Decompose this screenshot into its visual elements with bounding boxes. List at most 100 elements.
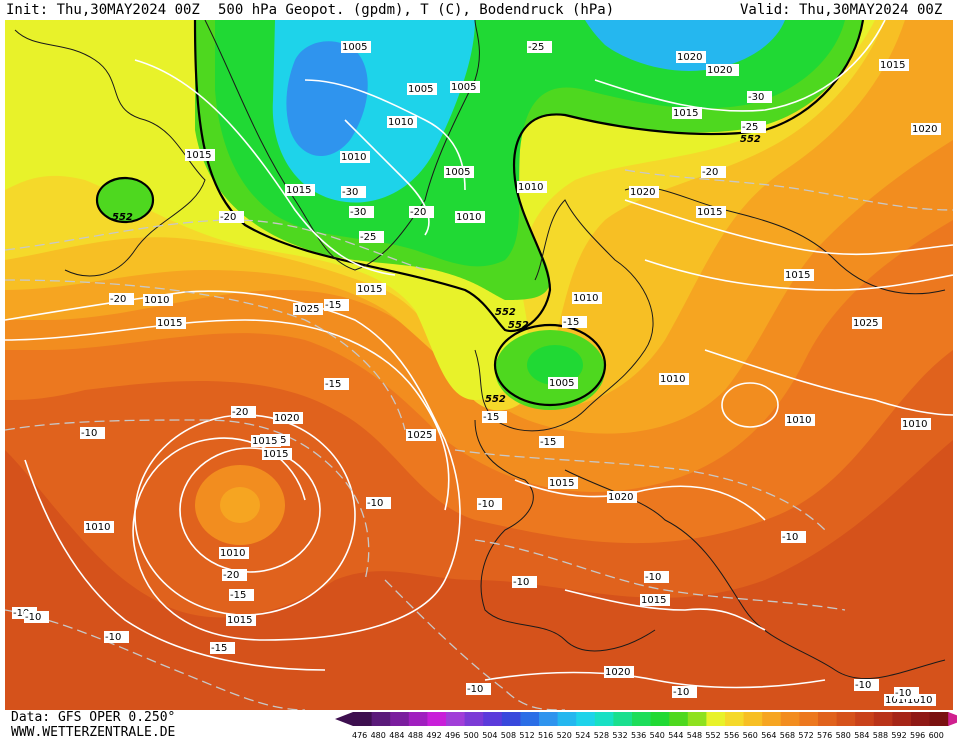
coastlines <box>14 20 946 680</box>
pressure-label: 1010 <box>572 292 602 304</box>
svg-text:-25: -25 <box>528 42 544 53</box>
legend-swatch <box>911 712 931 726</box>
svg-text:1010: 1010 <box>573 293 598 304</box>
svg-text:1015: 1015 <box>227 615 252 626</box>
svg-text:1010: 1010 <box>341 152 366 163</box>
svg-text:-20: -20 <box>220 212 236 223</box>
isoheight-552 <box>193 20 865 333</box>
legend-swatch <box>501 712 521 726</box>
svg-text:-10: -10 <box>25 612 41 623</box>
svg-text:-20: -20 <box>702 167 718 178</box>
pressure-label: 1010 <box>901 418 931 430</box>
isobars <box>5 20 953 689</box>
site-label: WWW.WETTERZENTRALE.DE <box>11 725 176 740</box>
svg-text:-10: -10 <box>782 532 798 543</box>
legend-tick-label: 536 <box>631 731 646 739</box>
temperature-label: -10 <box>80 427 105 439</box>
legend-swatch <box>780 712 800 726</box>
svg-text:1010: 1010 <box>220 548 245 559</box>
height-552-label-4: 552 <box>740 134 761 145</box>
legend-arrow-left <box>335 712 353 726</box>
pressure-label: 1015 <box>226 614 256 626</box>
temperature-label: -10 <box>477 498 502 510</box>
temperature-label: -10 <box>644 571 669 583</box>
isoheight-552-baltic <box>493 323 607 407</box>
temperature-label: -15 <box>229 589 254 601</box>
svg-text:-15: -15 <box>211 643 227 654</box>
legend-tick-label: 484 <box>389 731 404 739</box>
svg-text:-30: -30 <box>342 187 358 198</box>
pressure-label: 1015 <box>356 283 386 295</box>
map-header: Init: Thu,30MAY2024 00Z 500 hPa Geopot. … <box>0 0 959 20</box>
legend-swatch <box>371 712 391 726</box>
pressure-label: 1015 <box>262 448 292 460</box>
svg-text:1005: 1005 <box>549 378 574 389</box>
svg-text:1010: 1010 <box>786 415 811 426</box>
azores-high-core <box>220 487 260 523</box>
pressure-label: 1020 <box>706 64 736 76</box>
svg-text:1005: 1005 <box>408 84 433 95</box>
svg-text:-10: -10 <box>478 499 494 510</box>
svg-text:1015: 1015 <box>263 449 288 460</box>
svg-text:-10: -10 <box>855 680 871 691</box>
temperature-label: -15 <box>210 642 235 654</box>
svg-text:1010: 1010 <box>518 182 543 193</box>
svg-text:1010: 1010 <box>144 295 169 306</box>
svg-text:1025: 1025 <box>294 304 319 315</box>
field-528 <box>286 41 368 157</box>
height-552-label-2: 552 <box>508 320 529 331</box>
legend-tick-label: 544 <box>668 731 683 739</box>
svg-text:-10: -10 <box>673 687 689 698</box>
pressure-label: 1005 <box>444 166 474 178</box>
temperature-label: -20 <box>231 406 256 418</box>
legend-swatch <box>873 712 893 726</box>
pressure-label: 1020 <box>604 666 634 678</box>
svg-text:-10: -10 <box>467 684 483 695</box>
legend-tick-label: 480 <box>371 731 386 739</box>
legend-tick-label: 500 <box>464 731 479 739</box>
temperature-label: -30 <box>747 91 772 103</box>
svg-text:1025: 1025 <box>853 318 878 329</box>
svg-text:-15: -15 <box>230 590 246 601</box>
svg-text:-20: -20 <box>223 570 239 581</box>
legend-tick-label: 556 <box>724 731 739 739</box>
svg-text:-10: -10 <box>895 688 911 699</box>
svg-text:1020: 1020 <box>677 52 702 63</box>
color-legend: 476 480 484 488 492 496 500 504 508 512 516 520 524 5… <box>335 712 957 739</box>
legend-swatch <box>687 712 707 726</box>
svg-text:1015: 1015 <box>186 150 211 161</box>
temperature-label: -10 <box>854 679 879 691</box>
baltic-low-core <box>527 345 583 385</box>
pressure-label: 1020 <box>676 51 706 63</box>
legend-swatch <box>446 712 466 726</box>
legend-swatch <box>836 712 856 726</box>
svg-text:-30: -30 <box>350 207 366 218</box>
pressure-label: 1025 <box>852 317 882 329</box>
legend-swatch <box>743 712 763 726</box>
svg-text:1015: 1015 <box>697 207 722 218</box>
pressure-label: 1010 <box>143 294 173 306</box>
map-title: 500 hPa Geopot. (gpdm), T (C), Bodendruc… <box>218 2 615 18</box>
pressure-label: 1010 <box>219 547 249 559</box>
svg-text:-10: -10 <box>81 428 97 439</box>
weather-map[interactable]: 552 552 552 552 552 1005 1005 1005 1010 1010… <box>5 20 953 710</box>
pressure-label: 1015 <box>548 477 578 489</box>
temperature-label: -20 <box>409 206 434 218</box>
legend-tick-label: 492 <box>426 731 441 739</box>
svg-text:1020: 1020 <box>608 492 633 503</box>
svg-text:-10: -10 <box>367 498 383 509</box>
svg-text:-10: -10 <box>645 572 661 583</box>
legend-tick-label: 548 <box>687 731 702 739</box>
pressure-label: 1025 <box>406 429 436 441</box>
temperature-labels: -25 -30 -25 -20 -30 -25 -20 -30 -20 -15 -20 -15 -15 -… <box>12 41 919 699</box>
legend-tick-label: 520 <box>557 731 572 739</box>
svg-text:1015: 1015 <box>641 595 666 606</box>
pressure-label: 1010 <box>340 151 370 163</box>
svg-text:1015: 1015 <box>785 270 810 281</box>
temperature-label: -10 <box>781 531 806 543</box>
pressure-label: 1015 <box>879 59 909 71</box>
legend-tick-label: 496 <box>445 731 460 739</box>
pressure-label: 1005 <box>450 81 480 93</box>
pressure-label: 1020 <box>911 123 941 135</box>
legend-tick-label: 476 <box>352 731 367 739</box>
